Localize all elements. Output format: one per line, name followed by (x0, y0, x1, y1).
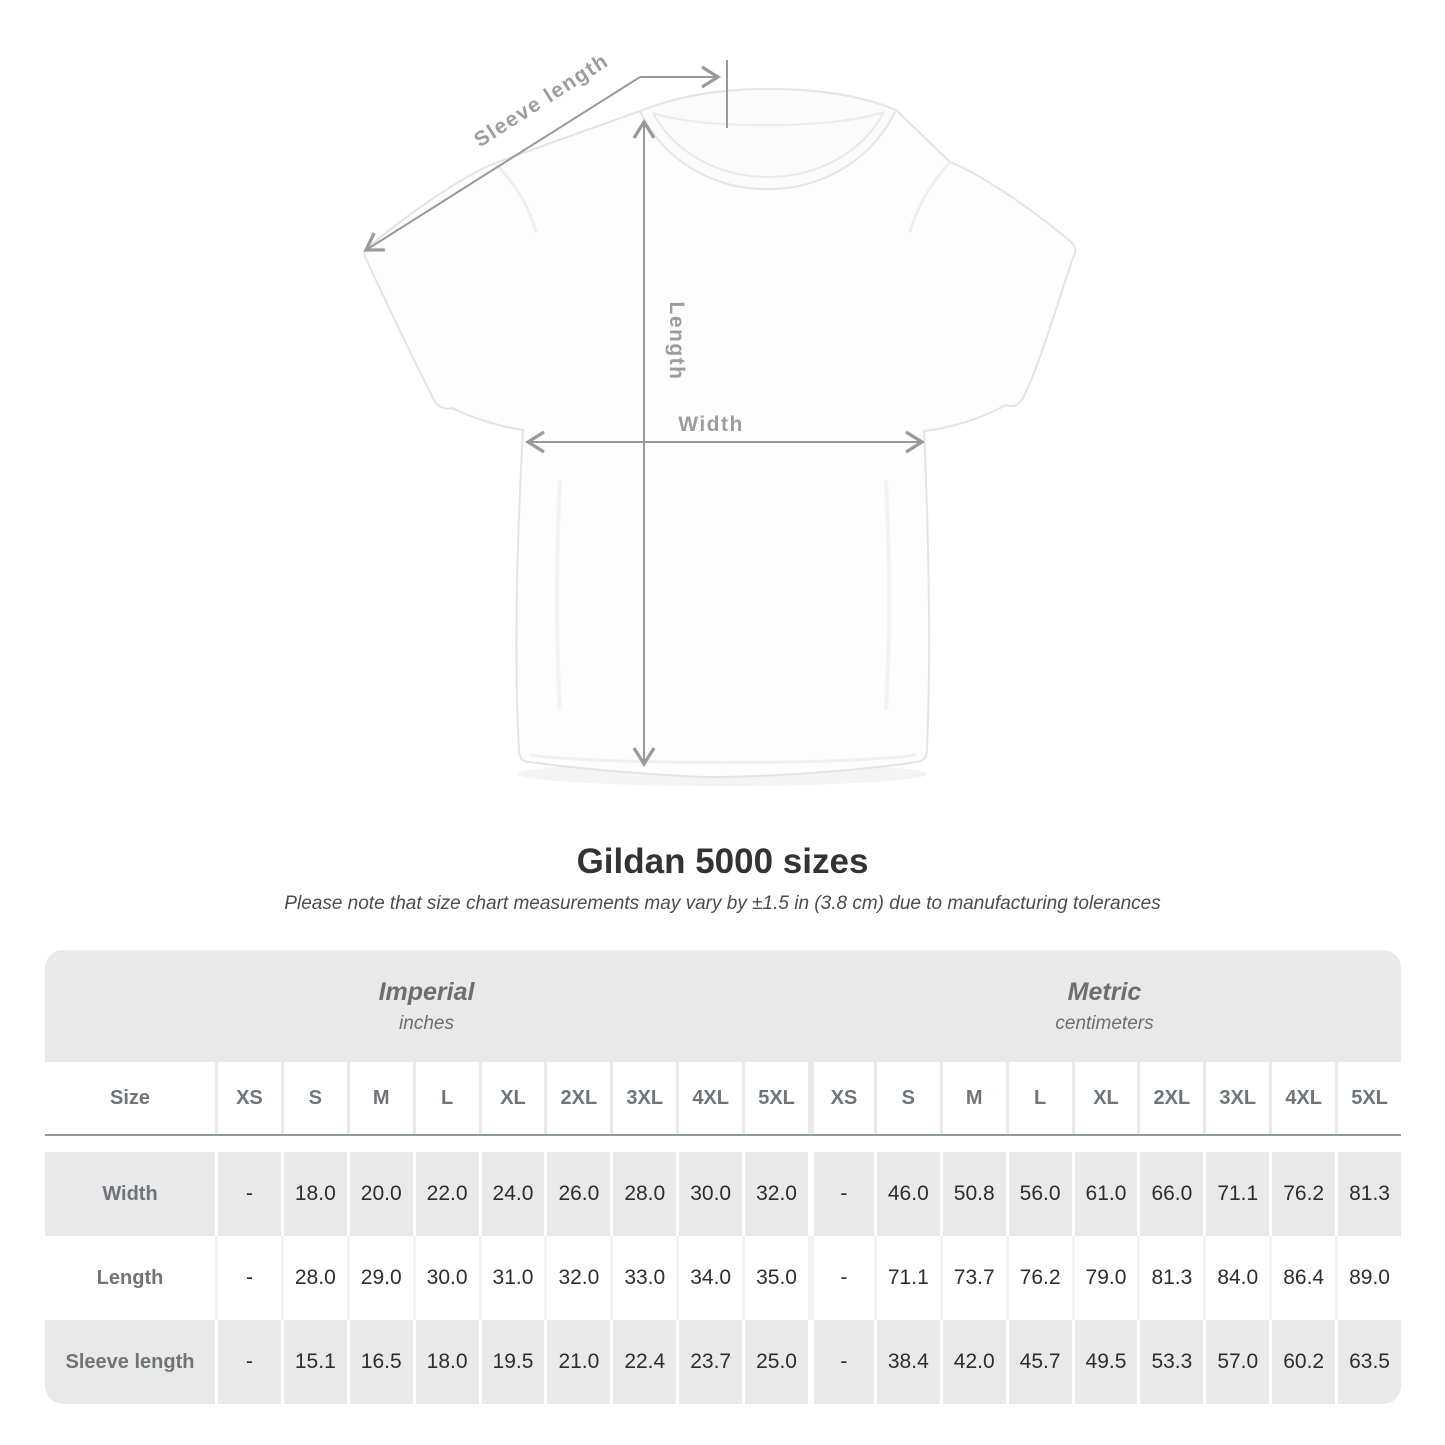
table-cell: 38.4 (873, 1320, 940, 1404)
size-col-header: M (346, 1062, 413, 1134)
table-cell: 53.3 (1137, 1320, 1203, 1404)
table-cell: 26.0 (544, 1152, 610, 1236)
table-cell: 24.0 (478, 1152, 545, 1236)
table-cell: 71.1 (873, 1236, 940, 1320)
table-cell: 60.2 (1269, 1320, 1335, 1404)
table-cell: 30.0 (676, 1152, 742, 1236)
table-cell: 81.3 (1137, 1236, 1203, 1320)
table-cell: 49.5 (1071, 1320, 1138, 1404)
table-cell: 86.4 (1269, 1236, 1335, 1320)
table-cell: 23.7 (676, 1320, 742, 1404)
table-cell: 31.0 (478, 1236, 545, 1320)
size-col-header: 4XL (1269, 1062, 1335, 1134)
table-cell: 66.0 (1137, 1152, 1203, 1236)
unit-group-metric: Metric centimeters (808, 950, 1401, 1062)
size-col-header: 3XL (1203, 1062, 1269, 1134)
length-label: Length (665, 302, 688, 381)
table-cell: 29.0 (346, 1236, 413, 1320)
table-cell: 56.0 (1005, 1152, 1072, 1236)
table-cell: 18.0 (412, 1320, 479, 1404)
table-cell: 22.4 (610, 1320, 676, 1404)
row-label: Sleeve length (65, 1350, 195, 1373)
table-cell: 22.0 (412, 1152, 479, 1236)
table-cell: 76.2 (1005, 1236, 1072, 1320)
size-col-header: XS (807, 1062, 874, 1134)
size-col-header: S (873, 1062, 940, 1134)
table-cell: 84.0 (1203, 1236, 1269, 1320)
table-cell: 32.0 (742, 1152, 808, 1236)
table-cell: - (807, 1320, 874, 1404)
table-cell: - (215, 1236, 281, 1320)
table-cell: 15.1 (280, 1320, 347, 1404)
table-cell: 28.0 (610, 1152, 676, 1236)
table-cell: 18.0 (280, 1152, 347, 1236)
size-col-header: XL (1071, 1062, 1138, 1134)
size-col-header: L (1005, 1062, 1072, 1134)
imperial-unit: inches (399, 1012, 454, 1034)
tolerance-note: Please note that size chart measurements… (284, 893, 1161, 914)
size-col-header: 2XL (1137, 1062, 1203, 1134)
size-col-header: XL (478, 1062, 545, 1134)
table-cell: 45.7 (1005, 1320, 1072, 1404)
header-gap (45, 1136, 1401, 1152)
table-cell: 57.0 (1203, 1320, 1269, 1404)
table-cell: 34.0 (676, 1236, 742, 1320)
table-cell: 21.0 (544, 1320, 610, 1404)
table-cell: 16.5 (346, 1320, 413, 1404)
table-row-length: Length - 28.0 29.0 30.0 31.0 32.0 33.0 3… (45, 1236, 1401, 1320)
table-cell: 28.0 (280, 1236, 347, 1320)
row-label: Length (96, 1266, 164, 1289)
size-header-row: Size XS S M L XL 2XL 3XL 4XL 5XL XS S M … (45, 1062, 1401, 1136)
measurement-lines (363, 60, 926, 768)
table-row-width: Width - 18.0 20.0 22.0 24.0 26.0 28.0 30… (45, 1152, 1401, 1236)
table-cell: - (215, 1152, 281, 1236)
table-cell: 81.3 (1335, 1152, 1401, 1236)
table-cell: 32.0 (544, 1236, 610, 1320)
table-cell: 61.0 (1071, 1152, 1138, 1236)
size-col-header: M (939, 1062, 1006, 1134)
size-col-header: 3XL (610, 1062, 676, 1134)
unit-group-imperial: Imperial inches (45, 950, 808, 1062)
size-col-header: S (280, 1062, 347, 1134)
size-col-header: 2XL (544, 1062, 610, 1134)
table-cell: 71.1 (1203, 1152, 1269, 1236)
size-header-cell: Size (109, 1086, 151, 1109)
table-cell: 89.0 (1335, 1236, 1401, 1320)
table-cell: 25.0 (742, 1320, 808, 1404)
table-cell: 63.5 (1335, 1320, 1401, 1404)
size-col-header: 5XL (1335, 1062, 1401, 1134)
table-cell: 50.8 (939, 1152, 1006, 1236)
table-cell: - (807, 1236, 874, 1320)
table-cell: 35.0 (742, 1236, 808, 1320)
table-cell: - (807, 1152, 874, 1236)
table-cell: - (215, 1320, 281, 1404)
table-cell: 76.2 (1269, 1152, 1335, 1236)
imperial-label: Imperial (378, 977, 475, 1006)
size-col-header: XS (215, 1062, 281, 1134)
width-label: Width (678, 413, 744, 436)
tshirt-collar (638, 87, 898, 191)
sleeve-length-arrow (363, 76, 641, 252)
table-cell: 46.0 (873, 1152, 940, 1236)
table-cell: 79.0 (1071, 1236, 1138, 1320)
table-cell: 33.0 (610, 1236, 676, 1320)
size-chart-table: Imperial inches Metric centimeters Size … (45, 950, 1401, 1404)
metric-label: Metric (1067, 977, 1142, 1006)
table-cell: 73.7 (939, 1236, 1006, 1320)
size-col-header: 5XL (742, 1062, 808, 1134)
size-col-header: 4XL (676, 1062, 742, 1134)
page-title: Gildan 5000 sizes (576, 842, 869, 881)
table-cell: 42.0 (939, 1320, 1006, 1404)
table-cell: 30.0 (412, 1236, 479, 1320)
table-cell: 20.0 (346, 1152, 413, 1236)
table-row-sleeve-length: Sleeve length - 15.1 16.5 18.0 19.5 21.0… (45, 1320, 1401, 1404)
metric-unit: centimeters (1055, 1012, 1154, 1034)
table-cell: 19.5 (478, 1320, 545, 1404)
row-label: Width (102, 1182, 158, 1205)
tshirt-measurement-diagram: Sleeve length Length Width (363, 49, 1077, 786)
size-col-header: L (412, 1062, 479, 1134)
unit-header-band: Imperial inches Metric centimeters (45, 950, 1401, 1062)
